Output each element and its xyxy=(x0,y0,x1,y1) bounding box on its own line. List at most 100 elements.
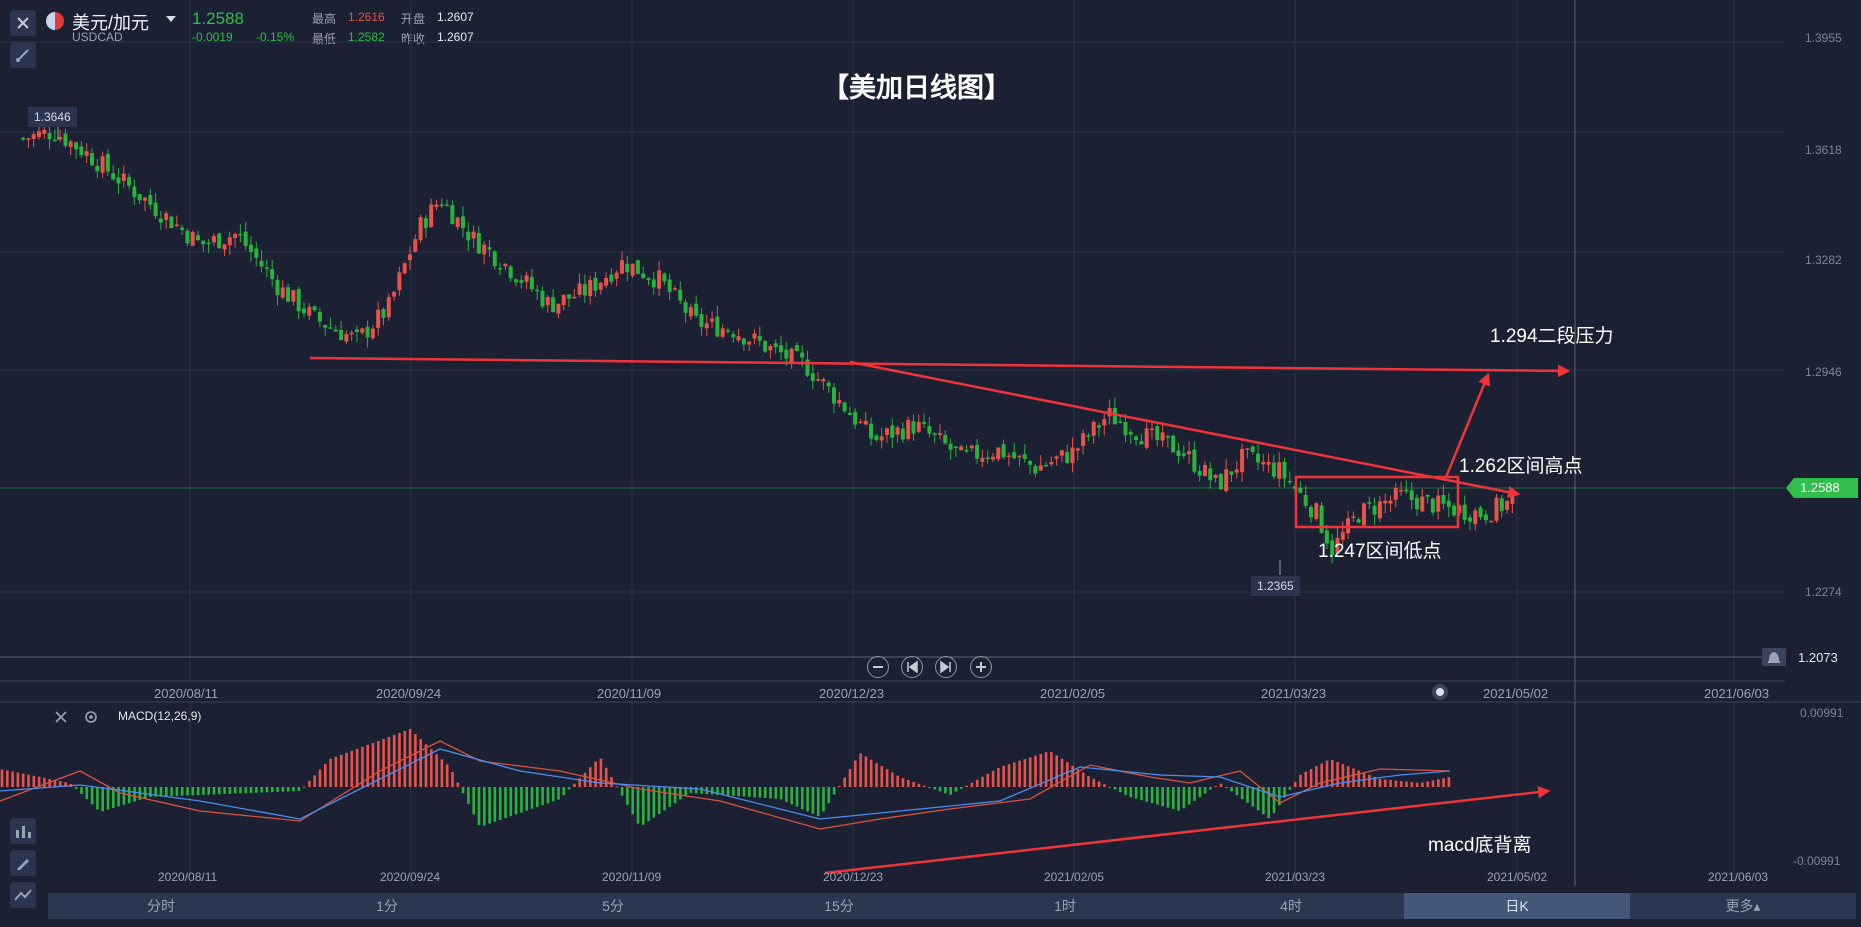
candle-body xyxy=(816,379,821,381)
macd-histogram-bar xyxy=(350,750,354,787)
macd-histogram-bar xyxy=(1113,787,1117,790)
macd-histogram-bar xyxy=(377,740,380,787)
macd-histogram-bar xyxy=(716,787,719,795)
macd-histogram-bar xyxy=(1293,782,1297,787)
macd-histogram-bar xyxy=(520,787,523,813)
candle-body xyxy=(498,267,503,270)
macd-histogram-bar xyxy=(202,787,205,795)
skip-back-button[interactable] xyxy=(901,656,923,678)
line-chart-icon[interactable] xyxy=(10,882,36,908)
price-chart[interactable] xyxy=(0,0,1861,700)
macd-histogram-bar xyxy=(885,769,889,787)
macd-chart[interactable] xyxy=(0,701,1861,891)
candle-body xyxy=(455,217,460,227)
tab-timeframe-daily[interactable]: 日K xyxy=(1404,893,1630,919)
macd-histogram-bar xyxy=(1018,760,1021,787)
candle-body xyxy=(487,247,492,250)
macd-histogram-bar xyxy=(1331,759,1334,787)
macd-histogram-bar xyxy=(1166,787,1170,808)
macd-histogram-bar xyxy=(922,785,926,787)
candle-body xyxy=(890,425,895,438)
macd-histogram-bar xyxy=(832,787,836,795)
macd-histogram-bar xyxy=(1246,787,1249,803)
candle-body xyxy=(1102,419,1107,426)
tab-timeframe-5m[interactable]: 5分 xyxy=(602,898,624,914)
macd-histogram-bar xyxy=(1203,787,1207,794)
tab-timeframe-4h[interactable]: 4时 xyxy=(1280,898,1302,914)
candle-body xyxy=(1499,498,1504,511)
macd-histogram-bar xyxy=(191,787,195,796)
tab-timeframe-15m[interactable]: 15分 xyxy=(824,898,854,914)
macd-histogram-bar xyxy=(742,787,746,797)
macd-histogram-bar xyxy=(1108,786,1111,788)
macd-histogram-bar xyxy=(339,754,343,787)
annotation-range-high: 1.262区间高点 xyxy=(1459,456,1583,477)
tab-timeframe-1h[interactable]: 1时 xyxy=(1054,898,1076,914)
crosshair-handle[interactable] xyxy=(1432,684,1448,700)
macd-histogram-bar xyxy=(186,787,189,796)
candle-body xyxy=(1372,505,1377,515)
tab-timeframe-tick[interactable]: 分时 xyxy=(147,898,175,914)
candle-body xyxy=(434,204,439,207)
candle-body xyxy=(1081,433,1086,447)
candle-body xyxy=(1006,455,1011,458)
macd-histogram-bar xyxy=(1256,787,1260,811)
macd-histogram-bar xyxy=(801,787,804,810)
candle-body xyxy=(1489,520,1494,523)
candle-body xyxy=(959,446,964,451)
macd-histogram-bar xyxy=(329,758,332,787)
macd-close-icon[interactable] xyxy=(52,708,70,726)
macd-histogram-bar xyxy=(774,787,778,799)
macd-histogram-bar xyxy=(1060,758,1064,787)
candle-body xyxy=(323,325,328,328)
macd-histogram-bar xyxy=(663,787,666,811)
macd-histogram-bar xyxy=(631,787,634,815)
candle-body xyxy=(1144,428,1149,448)
candle-body xyxy=(1197,471,1202,476)
date-axis-tick: 2021/03/23 xyxy=(1261,686,1327,701)
bell-icon[interactable] xyxy=(1762,648,1786,666)
macd-histogram-bar xyxy=(626,787,629,805)
symbol-name[interactable]: 美元/加元 xyxy=(72,13,150,33)
macd-histogram-bar xyxy=(970,782,974,787)
candle-body xyxy=(1118,421,1123,423)
chevron-down-icon[interactable] xyxy=(166,16,176,22)
skip-forward-button[interactable] xyxy=(935,656,957,678)
candle-body xyxy=(927,426,932,434)
macd-histogram-bar xyxy=(1209,787,1212,790)
macd-histogram-bar xyxy=(689,787,693,794)
candle-body xyxy=(869,423,874,439)
candle-body xyxy=(948,443,953,450)
indicator-icon[interactable] xyxy=(10,818,36,844)
date-axis-tick: 2021/06/03 xyxy=(1704,686,1770,701)
macd-settings-icon[interactable] xyxy=(82,708,100,726)
macd-date-tick: 2021/03/23 xyxy=(1265,870,1326,884)
macd-histogram-bar xyxy=(965,785,968,787)
macd-histogram-bar xyxy=(308,780,311,787)
candle-body xyxy=(137,193,142,201)
macd-histogram-bar xyxy=(928,787,931,788)
zoom-in-button[interactable] xyxy=(970,656,992,678)
candle-body xyxy=(328,327,333,329)
draw-tool-icon[interactable] xyxy=(10,42,36,68)
candle-body xyxy=(1176,450,1181,457)
macd-histogram-bar xyxy=(891,772,894,787)
tab-timeframe-1m[interactable]: 1分 xyxy=(376,898,398,914)
candle-body xyxy=(1202,464,1207,476)
macd-date-tick: 2020/09/24 xyxy=(380,870,441,884)
candle-body xyxy=(31,134,36,140)
pen-icon[interactable] xyxy=(10,850,36,876)
tab-timeframe-more[interactable]: 更多▴ xyxy=(1725,898,1761,914)
macd-histogram-bar xyxy=(37,776,41,787)
close-icon[interactable] xyxy=(10,10,36,36)
candle-body xyxy=(519,280,524,283)
candle-body xyxy=(1436,495,1441,512)
candle-body xyxy=(1383,500,1388,504)
macd-histogram-bar xyxy=(1187,787,1191,805)
macd-histogram-bar xyxy=(1034,755,1037,787)
macd-histogram-bar xyxy=(1230,787,1233,792)
zoom-out-button[interactable] xyxy=(867,656,889,678)
macd-histogram-bar xyxy=(1267,787,1270,819)
macd-histogram-bar xyxy=(16,772,20,787)
macd-histogram-bar xyxy=(1156,787,1159,805)
